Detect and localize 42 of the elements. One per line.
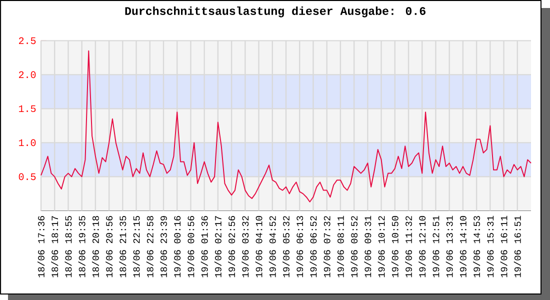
x-tick-label: 19/06 06:13	[296, 216, 304, 278]
x-tick-label: 19/06 13:31	[446, 216, 453, 278]
x-tick-label: 19/06 07:32	[323, 216, 330, 278]
x-tick-label: 19/06 12:10	[418, 216, 426, 278]
y-tick-label: 2.0	[18, 71, 36, 78]
x-tick-label: 18/06 21:35	[119, 216, 126, 278]
x-tick-label: 19/06 01:36	[200, 216, 208, 278]
x-tick-label: 19/06 15:31	[486, 216, 494, 278]
x-tick-label: 19/06 08:52	[350, 216, 358, 278]
x-tick-label: 19/06 11:32	[405, 216, 412, 278]
x-tick-label: 19/06 14:53	[473, 216, 480, 278]
y-tick-label: 1.0	[19, 139, 36, 146]
x-tick-label: 19/06 04:10	[255, 216, 262, 278]
x-tick-label: 19/06 00:16	[174, 216, 181, 278]
x-tick-label: 18/06 18:55	[64, 216, 72, 278]
x-tick-label: 19/06 02:56	[228, 216, 236, 278]
x-tick-label: 18/06 18:17	[51, 216, 58, 278]
x-tick-label: 19/06 04:52	[268, 216, 276, 278]
y-tick-label: 1.5	[19, 105, 36, 112]
x-tick-label: 19/06 06:52	[310, 216, 317, 278]
x-tick-label: 18/06 19:35	[78, 216, 86, 278]
x-tick-label: 19/06 14:10	[459, 216, 466, 278]
x-tick-label: 18/06 20:18	[92, 216, 99, 278]
y-tick-label: 2.5	[18, 37, 36, 44]
x-tick-label: 19/06 02:17	[214, 216, 222, 278]
x-tick-label: 19/06 12:51	[432, 216, 440, 278]
x-tick-label: 19/06 03:32	[242, 216, 249, 278]
x-tick-label: 19/06 16:51	[514, 216, 521, 278]
x-tick-label: 19/06 16:11	[500, 216, 508, 278]
x-tick-label: 18/06 20:56	[106, 216, 113, 278]
y-tick-label: 0.5	[18, 173, 36, 180]
x-tick-label: 18/06 17:36	[38, 216, 44, 278]
x-tick-label: 18/06 22:15	[132, 216, 140, 278]
chart-title: Durchschnittsauslastung dieser Ausgabe: 0.6	[125, 6, 426, 18]
x-tick-label: 19/06 09:31	[364, 216, 372, 278]
x-tick-label: 19/06 00:56	[187, 216, 194, 278]
x-tick-label: 19/06 10:50	[391, 216, 398, 278]
x-tick-label: 18/06 23:39	[160, 216, 167, 278]
x-tick-label: 19/06 05:32	[282, 216, 290, 278]
x-tick-label: 18/06 22:58	[146, 216, 154, 278]
x-tick-label: 19/06 10:12	[378, 216, 385, 278]
x-tick-label: 19/06 08:11	[336, 216, 344, 278]
